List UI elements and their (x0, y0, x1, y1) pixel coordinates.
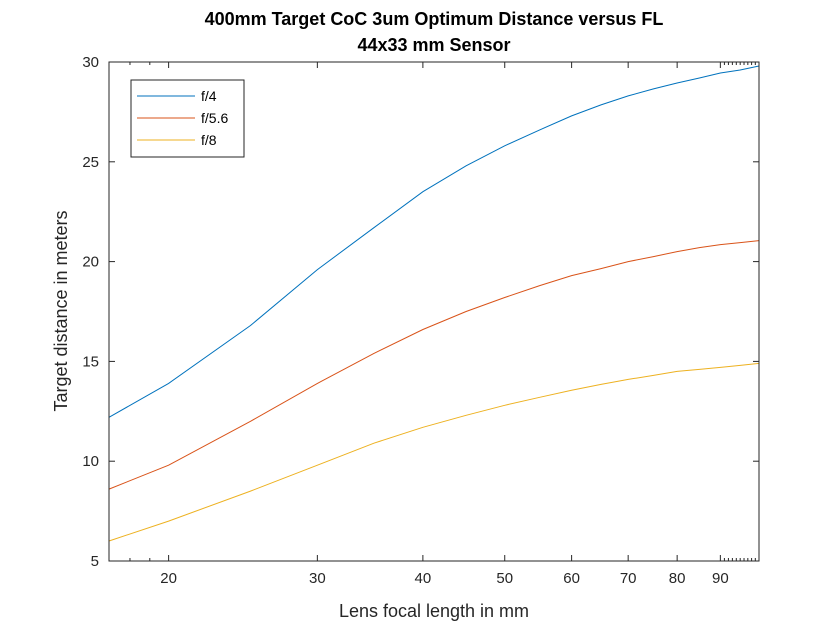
x-tick-label: 80 (669, 570, 686, 587)
x-tick-label: 60 (563, 570, 580, 587)
y-tick-label: 10 (82, 453, 99, 470)
y-tick-label: 25 (82, 154, 99, 171)
legend-label-f/4: f/4 (201, 88, 217, 104)
x-tick-label: 30 (309, 570, 326, 587)
x-tick-label: 40 (415, 570, 432, 587)
chart-title: 400mm Target CoC 3um Optimum Distance ve… (205, 9, 664, 29)
legend-label-f/8: f/8 (201, 132, 217, 148)
series-line-f/8 (108, 362, 760, 542)
series-line-f/5.6 (108, 240, 760, 490)
series-line-f/4 (108, 65, 760, 418)
y-tick-label: 30 (82, 54, 99, 71)
x-tick-label: 90 (712, 570, 729, 587)
y-tick-label: 20 (82, 254, 99, 271)
legend-label-f/5.6: f/5.6 (201, 110, 228, 126)
chart-subtitle: 44x33 mm Sensor (357, 35, 510, 55)
x-tick-label: 50 (496, 570, 513, 587)
axes-box (108, 61, 760, 562)
y-tick-label: 15 (82, 353, 99, 370)
plot-area: 20 30 40 50 60 70 80 90 5 10 15 20 25 30 f/4 f/5.6 f/8 (82, 54, 760, 587)
x-tick-label: 20 (160, 570, 177, 587)
x-axis-label: Lens focal length in mm (339, 601, 529, 621)
y-axis-label: Target distance in meters (51, 210, 71, 411)
y-tick-label: 5 (91, 553, 99, 570)
x-tick-label: 70 (620, 570, 637, 587)
